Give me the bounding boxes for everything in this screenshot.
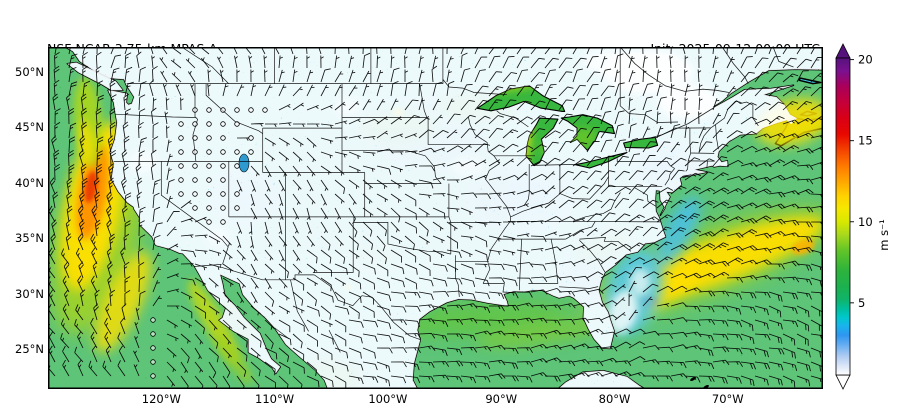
colorbar-tick-label: 10 <box>858 215 873 229</box>
y-tick-label: 45°N <box>15 120 44 135</box>
colorbar-tick-label: 5 <box>858 296 865 310</box>
map-area <box>48 47 823 389</box>
colorbar-over-arrow <box>835 43 851 59</box>
y-tick-label: 35°N <box>15 231 44 246</box>
x-tick-label: 100°W <box>368 392 408 406</box>
y-tick-label: 30°N <box>15 286 44 301</box>
x-tick-label: 110°W <box>255 392 295 406</box>
colorbar-unit-label: m s⁻¹ <box>877 219 891 251</box>
x-tick-label: 120°W <box>141 392 181 406</box>
calm-wind-circles <box>150 107 268 379</box>
colorbar: 20 15 10 5 m s⁻¹ <box>835 43 891 390</box>
map-canvas <box>48 47 823 389</box>
y-tick-label: 25°N <box>15 342 44 357</box>
x-tick-label: 90°W <box>485 392 518 406</box>
x-tick-label: 70°W <box>711 392 744 406</box>
y-tick-label: 50°N <box>15 64 44 79</box>
y-tick-label: 40°N <box>15 175 44 190</box>
colorbar-under-arrow <box>835 374 851 390</box>
colorbar-tick-label: 15 <box>858 134 873 148</box>
colorbar-tick-label: 20 <box>858 53 873 67</box>
colorbar-gradient <box>835 57 851 376</box>
map-frame <box>48 47 823 389</box>
x-tick-label: 80°W <box>598 392 631 406</box>
